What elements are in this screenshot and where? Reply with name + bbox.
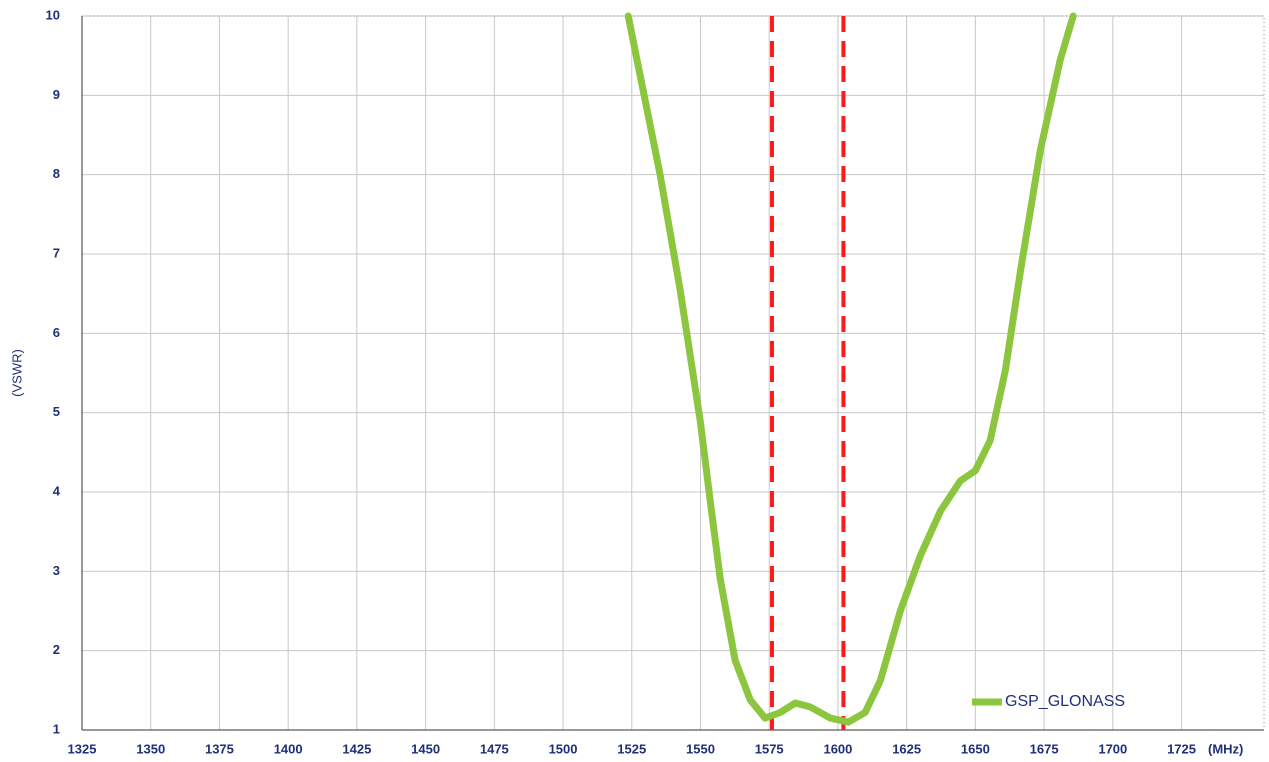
series-line	[624, 12, 1077, 726]
x-tick-label: 1625	[892, 741, 921, 756]
y-axis-label: (VSWR)	[9, 349, 24, 397]
x-tick-label: 1375	[205, 741, 234, 756]
x-axis-label: (MHz)	[1208, 741, 1243, 756]
legend-label: GSP_GLONASS	[1005, 693, 1125, 710]
x-tick-label: 1575	[755, 741, 784, 756]
y-tick-label: 1	[53, 721, 60, 736]
x-tick-label: 1400	[274, 741, 303, 756]
x-tick-label: 1650	[961, 741, 990, 756]
y-tick-label: 9	[53, 87, 60, 102]
y-tick-label: 7	[53, 245, 60, 260]
y-tick-label: 6	[53, 325, 60, 340]
x-tick-label: 1325	[68, 741, 97, 756]
x-tick-label: 1600	[823, 741, 852, 756]
x-tick-label: 1450	[411, 741, 440, 756]
x-tick-label: 1700	[1098, 741, 1127, 756]
y-tick-label: 2	[53, 642, 60, 657]
y-tick-label: 4	[53, 483, 61, 498]
x-tick-label: 1675	[1030, 741, 1059, 756]
x-tick-label: 1525	[617, 741, 646, 756]
x-tick-label: 1500	[549, 741, 578, 756]
x-tick-label: 1550	[686, 741, 715, 756]
y-tick-label: 10	[46, 7, 60, 22]
y-tick-label: 8	[53, 166, 60, 181]
plot-frame	[81, 15, 1265, 731]
y-tick-label: 3	[53, 563, 60, 578]
x-tick-label: 1350	[136, 741, 165, 756]
y-tick-label: 5	[53, 404, 60, 419]
x-tick-label: 1425	[342, 741, 371, 756]
x-tick-label: 1725	[1167, 741, 1196, 756]
x-tick-label: 1475	[480, 741, 509, 756]
